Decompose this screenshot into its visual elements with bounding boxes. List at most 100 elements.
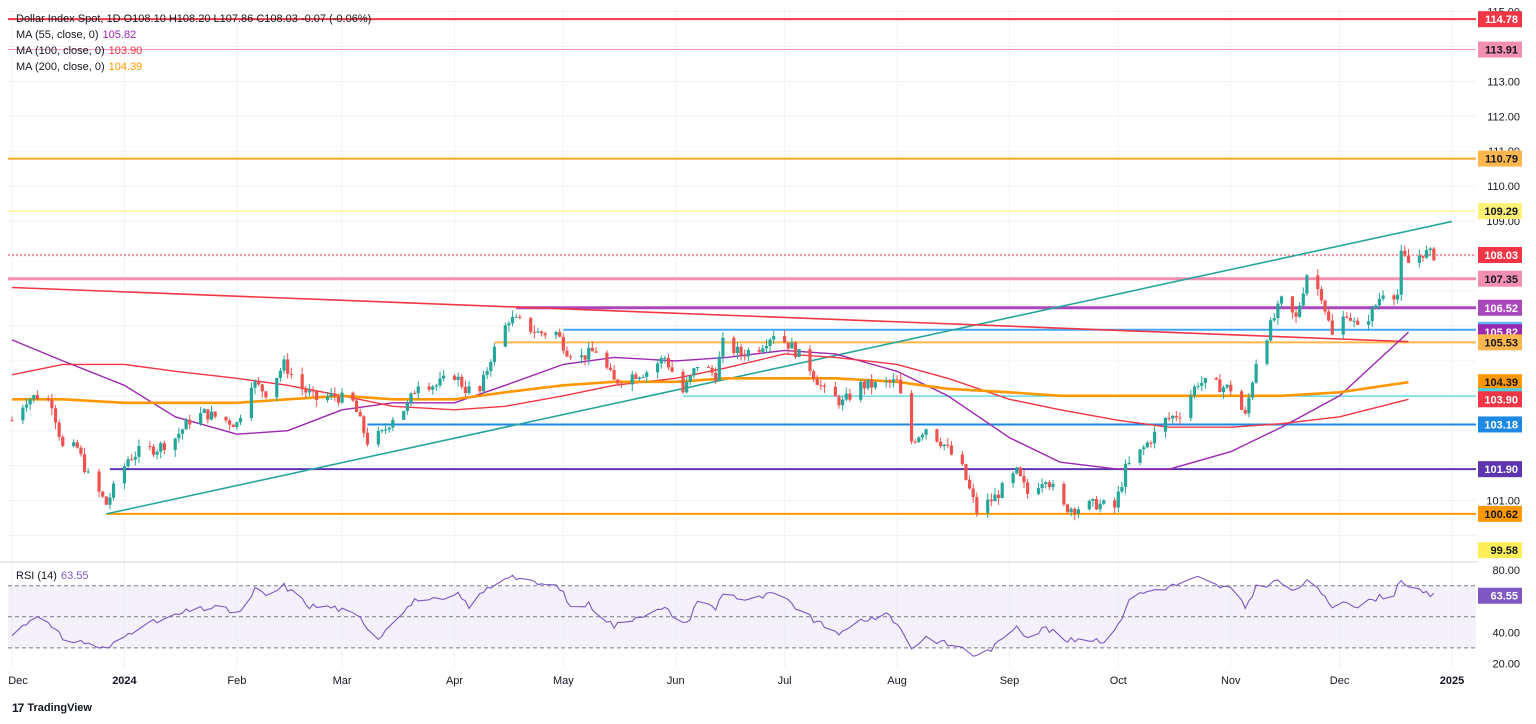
candle-body [489,361,493,372]
rsi-tick-label: 20.00 [1492,658,1520,670]
candle-body [1214,377,1218,380]
candle-body [634,374,638,379]
candle-body [1366,321,1371,325]
time-axis-label: Jun [667,675,685,687]
tradingview-logo[interactable]: 17 TradingView [12,701,92,715]
candle-body [101,491,105,497]
candle-body [768,339,772,346]
candle-body [1123,463,1128,487]
candle-body [579,355,584,358]
candle-body [1200,382,1204,386]
candle-body [413,393,417,395]
time-axis-label: Dec [1330,675,1350,687]
price-badge [1478,334,1522,351]
candle-body [964,464,968,480]
candle-body [409,393,413,404]
price-badge [1478,270,1522,287]
candle-body [630,374,634,385]
candle-body [971,488,975,498]
time-axis-label: 2025 [1440,675,1464,687]
candle-body [224,416,228,421]
candle-body [837,396,841,406]
price-tick-label: 110.00 [1487,181,1520,193]
candle-body [1000,483,1004,498]
candle-body [507,323,511,326]
candle-body [61,436,65,447]
candle-body [819,385,823,387]
candle-body [1225,384,1229,388]
candle-body [619,383,623,385]
ma100-label: MA (100, close, 0) [16,45,105,57]
candle-body [1192,386,1197,396]
candle-body [558,332,562,337]
price-badge-label: 113.91 [1485,45,1518,57]
candle-body [757,349,761,352]
candle-body [79,447,83,455]
candle-body [884,381,888,383]
price-badge-label: 103.18 [1484,419,1518,431]
candle-body [336,396,341,403]
candle-body [989,499,993,502]
rsi-panel [8,574,1476,657]
ma-line [11,331,1409,470]
price-badge [1478,416,1522,433]
time-axis-label: Oct [1110,675,1127,687]
candle-body [111,483,116,498]
candle-body [311,390,315,392]
candle-body [1279,296,1284,304]
price-badge-label: 106.52 [1484,303,1518,315]
candle-body [126,459,130,467]
candle-body [1102,500,1106,504]
candle-body [28,399,32,405]
candle-body [329,393,333,397]
horizontal-levels [8,18,1476,515]
candle-body [844,393,848,400]
candle-body [97,471,101,492]
candle-body [159,443,163,452]
candle-body [257,381,261,385]
candle-body [1098,503,1102,510]
ma55-legend: MA (55, close, 0) 105.82 [16,29,136,41]
candle-body [1341,316,1345,335]
candle-body [1116,491,1120,508]
candle-body [681,371,685,393]
candle-body [797,349,801,357]
candle-body [1022,475,1026,483]
price-tick-label: 101.00 [1486,496,1520,508]
candle-body [986,499,990,513]
candle-body [717,356,721,381]
candle-body [1015,467,1019,474]
candle-body [996,494,1001,498]
candle-body [1243,409,1247,414]
time-axis-label: Mar [333,675,352,687]
candle-body [913,441,917,443]
candle-body [685,381,689,393]
candle-body [278,370,283,378]
candle-body [1094,499,1099,510]
candle-body [1149,442,1153,444]
candle-body [1152,431,1157,444]
ma55-label: MA (55, close, 0) [16,29,99,41]
candle-body [438,378,442,386]
candle-body [536,331,540,333]
candle-body [1381,295,1385,299]
candle-body [72,442,76,447]
candle-body [1040,484,1044,489]
candle-body [692,368,696,376]
tradingview-mark-icon: 17 [12,701,24,715]
candle-body [518,316,522,318]
candle-body [949,445,954,455]
candle-body [1171,415,1175,419]
candlesticks [10,244,1436,521]
candle-body [1250,382,1255,398]
candle-body [202,409,206,414]
candle-body [405,403,409,411]
candle-body [1065,504,1070,513]
candle-body [772,336,776,340]
time-axis-label: Aug [887,675,907,687]
candle-body [380,430,384,432]
candle-body [264,391,268,398]
candle-body [645,372,649,377]
candle-body [213,411,217,417]
